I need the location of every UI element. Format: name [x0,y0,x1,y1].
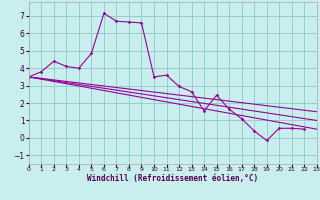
X-axis label: Windchill (Refroidissement éolien,°C): Windchill (Refroidissement éolien,°C) [87,174,258,183]
